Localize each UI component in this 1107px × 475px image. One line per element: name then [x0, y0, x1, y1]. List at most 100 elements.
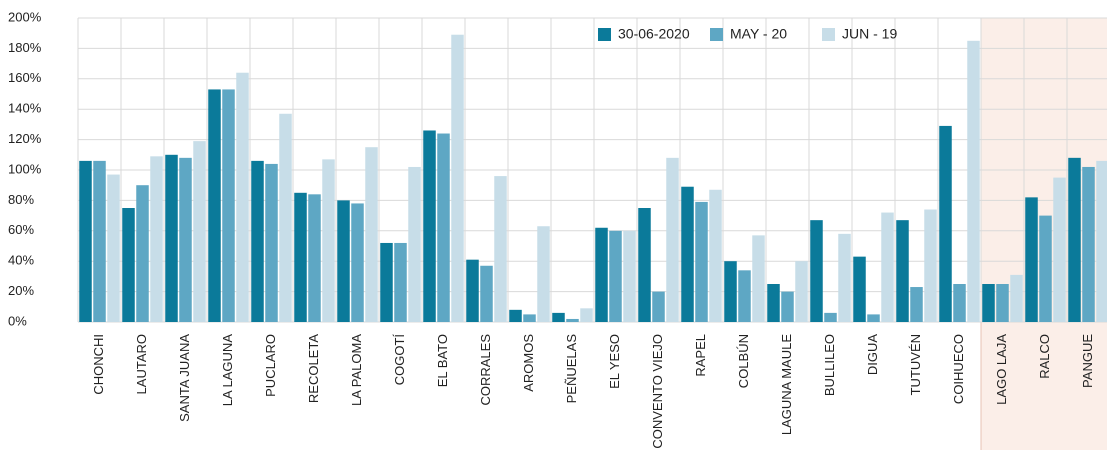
- bar: [1068, 157, 1081, 322]
- bar: [251, 160, 264, 322]
- bar: [322, 159, 335, 322]
- x-tick-label: EL YESO: [607, 334, 622, 389]
- bar: [208, 89, 221, 322]
- x-tick-label: RAPEL: [693, 334, 708, 377]
- bar: [1096, 160, 1107, 322]
- bar: [623, 230, 636, 322]
- bar: [552, 312, 565, 322]
- x-tick-label: LAUTARO: [134, 334, 149, 394]
- legend-swatch: [822, 28, 835, 41]
- bar: [79, 160, 92, 322]
- bar: [767, 284, 780, 322]
- bar: [652, 291, 665, 322]
- x-tick-label: AROMOS: [521, 334, 536, 392]
- bar: [709, 189, 722, 322]
- bar: [896, 220, 909, 322]
- y-tick-label: 40%: [8, 253, 34, 268]
- bar: [838, 233, 851, 322]
- x-tick-label: COGOTÍ: [392, 334, 407, 386]
- bar: [982, 284, 995, 322]
- x-tick-label: COLBÚN: [736, 334, 751, 388]
- bar: [924, 209, 937, 322]
- bar: [365, 147, 378, 322]
- bar: [595, 227, 608, 322]
- x-tick-label: RALCO: [1037, 334, 1052, 379]
- bar: [1010, 274, 1023, 322]
- bar: [193, 141, 206, 322]
- legend-label: MAY - 20: [730, 26, 787, 42]
- bar: [566, 318, 579, 322]
- bar: [337, 200, 350, 322]
- bar: [107, 174, 120, 322]
- bar: [279, 113, 292, 322]
- bar: [953, 284, 966, 322]
- bar: [752, 235, 765, 322]
- x-tick-label: COIHUECO: [951, 334, 966, 404]
- bar: [93, 160, 106, 322]
- y-tick-label: 160%: [8, 70, 42, 85]
- bar: [136, 185, 149, 322]
- bar: [724, 261, 737, 322]
- bar: [394, 242, 407, 322]
- x-tick-label: PUCLARO: [263, 334, 278, 397]
- bar: [810, 220, 823, 322]
- y-tick-label: 120%: [8, 131, 42, 146]
- y-tick-label: 180%: [8, 40, 42, 55]
- y-tick-label: 140%: [8, 101, 42, 116]
- bar: [480, 265, 493, 322]
- bar: [537, 226, 550, 322]
- bar: [580, 308, 593, 322]
- bar: [150, 156, 163, 322]
- bar: [738, 270, 751, 322]
- x-tick-label: DIGUA: [865, 334, 880, 376]
- bar: [380, 242, 393, 322]
- x-tick-label: RECOLETA: [306, 334, 321, 403]
- bar: [1039, 215, 1052, 322]
- x-tick-label: PEÑUELAS: [564, 334, 579, 404]
- legend-label: 30-06-2020: [618, 26, 690, 42]
- bar: [451, 34, 464, 322]
- bar: [638, 208, 651, 322]
- bar: [122, 208, 135, 322]
- y-tick-label: 0%: [8, 313, 27, 328]
- bar: [967, 40, 980, 323]
- bar: [939, 125, 952, 322]
- x-tick-label: LA PALOMA: [349, 334, 364, 406]
- bar: [853, 256, 866, 322]
- bar: [165, 154, 178, 322]
- bar: [1053, 177, 1066, 322]
- bar: [437, 133, 450, 322]
- bar: [523, 314, 536, 322]
- bar: [466, 259, 479, 322]
- bar: [351, 203, 364, 322]
- legend-swatch: [598, 28, 611, 41]
- y-tick-label: 20%: [8, 283, 34, 298]
- x-tick-label: LAGO LAJA: [994, 334, 1009, 405]
- bar: [423, 130, 436, 322]
- bar: [996, 284, 1009, 322]
- x-tick-label: LA LAGUNA: [220, 334, 235, 407]
- y-tick-label: 60%: [8, 222, 34, 237]
- bar: [824, 312, 837, 322]
- bar: [881, 212, 894, 322]
- y-tick-label: 100%: [8, 161, 42, 176]
- bar: [666, 157, 679, 322]
- legend-swatch: [710, 28, 723, 41]
- y-tick-label: 200%: [8, 9, 42, 24]
- bar: [308, 194, 321, 322]
- x-tick-label: TUTUVÉN: [908, 334, 923, 395]
- x-tick-label: CHONCHI: [91, 334, 106, 395]
- bar: [1082, 166, 1095, 322]
- bar: [509, 309, 522, 322]
- y-tick-label: 80%: [8, 192, 34, 207]
- x-tick-label: EL BATO: [435, 334, 450, 387]
- bar: [408, 166, 421, 322]
- bar: [179, 157, 192, 322]
- x-tick-label: CORRALES: [478, 334, 493, 406]
- bar: [609, 230, 622, 322]
- bar: [681, 186, 694, 322]
- bar: [781, 291, 794, 322]
- bar: [265, 163, 278, 322]
- bar: [867, 314, 880, 322]
